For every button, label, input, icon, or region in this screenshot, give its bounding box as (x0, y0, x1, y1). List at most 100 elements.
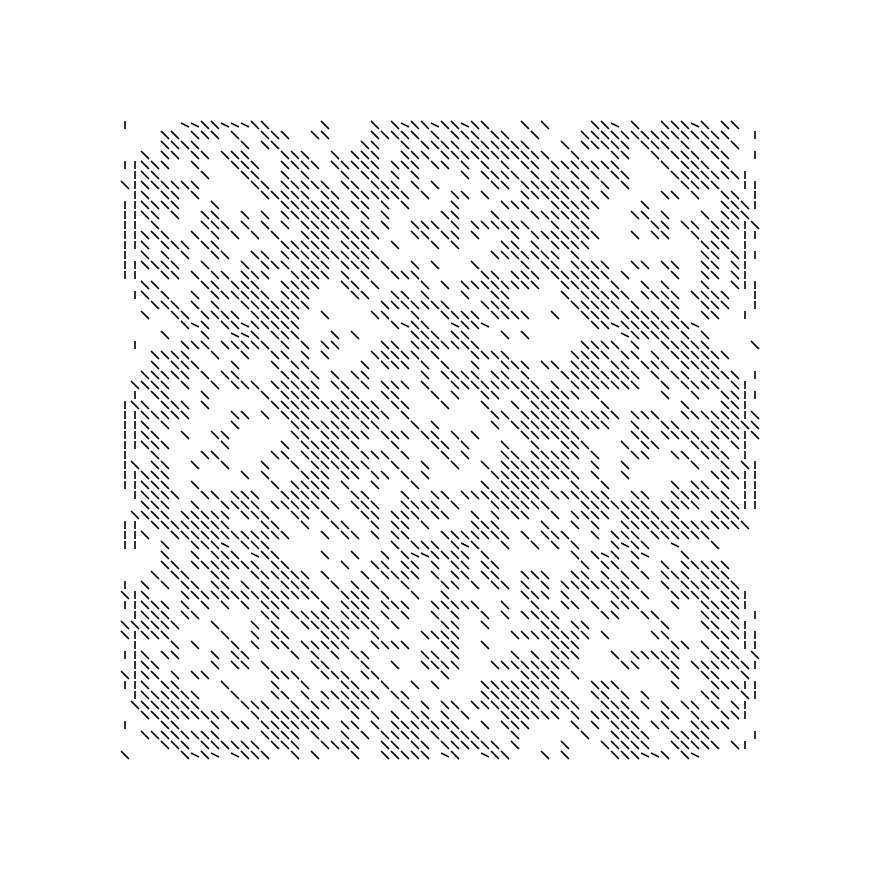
pattern-stroke (240, 560, 250, 570)
pattern-stroke (520, 430, 530, 440)
pattern-stroke (270, 300, 280, 310)
pattern-stroke (660, 130, 670, 140)
pattern-stroke (300, 380, 310, 390)
pattern-stroke (350, 370, 360, 380)
pattern-stroke (190, 560, 200, 570)
pattern-stroke (200, 590, 210, 600)
pattern-stroke (340, 390, 350, 400)
pattern-stroke (640, 540, 650, 550)
pattern-stroke (590, 230, 600, 240)
pattern-stroke (690, 580, 700, 590)
pattern-stroke (690, 560, 700, 570)
pattern-stroke (390, 190, 400, 200)
pattern-stroke (330, 340, 340, 350)
pattern-stroke (350, 230, 360, 240)
pattern-stroke (220, 320, 230, 330)
pattern-stroke (480, 280, 490, 290)
pattern-stroke (670, 320, 680, 330)
pattern-stroke (620, 460, 630, 470)
pattern-stroke (350, 470, 360, 480)
pattern-stroke (120, 620, 130, 630)
pattern-stroke (630, 420, 640, 430)
pattern-stroke (250, 270, 260, 280)
pattern-stroke (420, 500, 430, 510)
pattern-stroke (440, 310, 450, 320)
pattern-stroke (680, 130, 690, 140)
pattern-stroke (540, 680, 550, 690)
pattern-stroke (440, 752, 450, 758)
pattern-stroke (630, 130, 640, 140)
pattern-stroke (260, 550, 270, 560)
pattern-stroke (370, 140, 380, 150)
pattern-stroke (160, 420, 170, 430)
pattern-stroke (390, 320, 400, 330)
pattern-stroke (280, 710, 290, 720)
pattern-stroke (690, 460, 700, 470)
pattern-stroke (710, 300, 720, 310)
pattern-stroke (670, 190, 680, 200)
pattern-stroke (250, 300, 260, 310)
pattern-stroke (390, 290, 400, 300)
pattern-stroke (390, 510, 400, 520)
pattern-stroke (310, 660, 320, 670)
pattern-stroke (700, 210, 710, 220)
pattern-stroke (520, 500, 530, 510)
pattern-stroke (510, 420, 520, 430)
pattern-stroke (190, 290, 200, 300)
pattern-stroke (670, 660, 680, 670)
pattern-stroke (370, 450, 380, 460)
pattern-stroke (560, 750, 570, 760)
pattern-stroke (290, 430, 300, 440)
pattern-stroke (370, 190, 380, 200)
pattern-stroke (210, 210, 220, 220)
pattern-stroke (190, 460, 200, 470)
pattern-stroke (730, 440, 740, 450)
pattern-stroke (200, 210, 210, 220)
pattern-stroke (300, 290, 310, 300)
pattern-stroke (240, 740, 250, 750)
pattern-stroke (410, 260, 420, 270)
pattern-stroke (680, 520, 690, 530)
pattern-stroke (220, 340, 230, 350)
pattern-stroke (570, 270, 580, 280)
pattern-stroke (560, 370, 570, 380)
pattern-stroke (620, 542, 630, 548)
pattern-stroke (280, 340, 290, 350)
pattern-stroke (160, 610, 170, 620)
pattern-stroke (250, 340, 260, 350)
pattern-stroke (150, 300, 160, 310)
pattern-stroke (660, 620, 670, 630)
pattern-stroke (610, 600, 620, 610)
pattern-stroke (350, 530, 360, 540)
pattern-stroke (400, 500, 410, 510)
pattern-stroke (500, 710, 510, 720)
pattern-stroke (160, 460, 170, 470)
pattern-stroke (270, 610, 280, 620)
pattern-stroke (570, 630, 580, 640)
pattern-stroke (530, 490, 540, 500)
pattern-stroke (600, 380, 610, 390)
pattern-stroke (660, 140, 670, 150)
pattern-stroke (600, 500, 610, 510)
pattern-stroke (700, 670, 710, 680)
pattern-stroke (500, 680, 510, 690)
pattern-stroke (720, 230, 730, 240)
pattern-stroke (480, 560, 490, 570)
pattern-stroke (350, 180, 360, 190)
pattern-stroke (200, 240, 210, 250)
pattern-stroke (510, 150, 520, 160)
pattern-stroke (560, 530, 570, 540)
pattern-stroke (500, 330, 510, 340)
pattern-stroke (540, 450, 550, 460)
pattern-stroke (180, 380, 190, 390)
pattern-stroke (610, 530, 620, 540)
pattern-stroke (520, 470, 530, 480)
pattern-stroke (590, 500, 600, 510)
pattern-stroke (210, 120, 220, 130)
pattern-stroke (350, 410, 360, 420)
pattern-stroke (480, 640, 490, 650)
pattern-stroke (330, 500, 340, 510)
pattern-stroke (380, 190, 390, 200)
pattern-stroke (470, 230, 480, 240)
pattern-stroke (360, 170, 370, 180)
